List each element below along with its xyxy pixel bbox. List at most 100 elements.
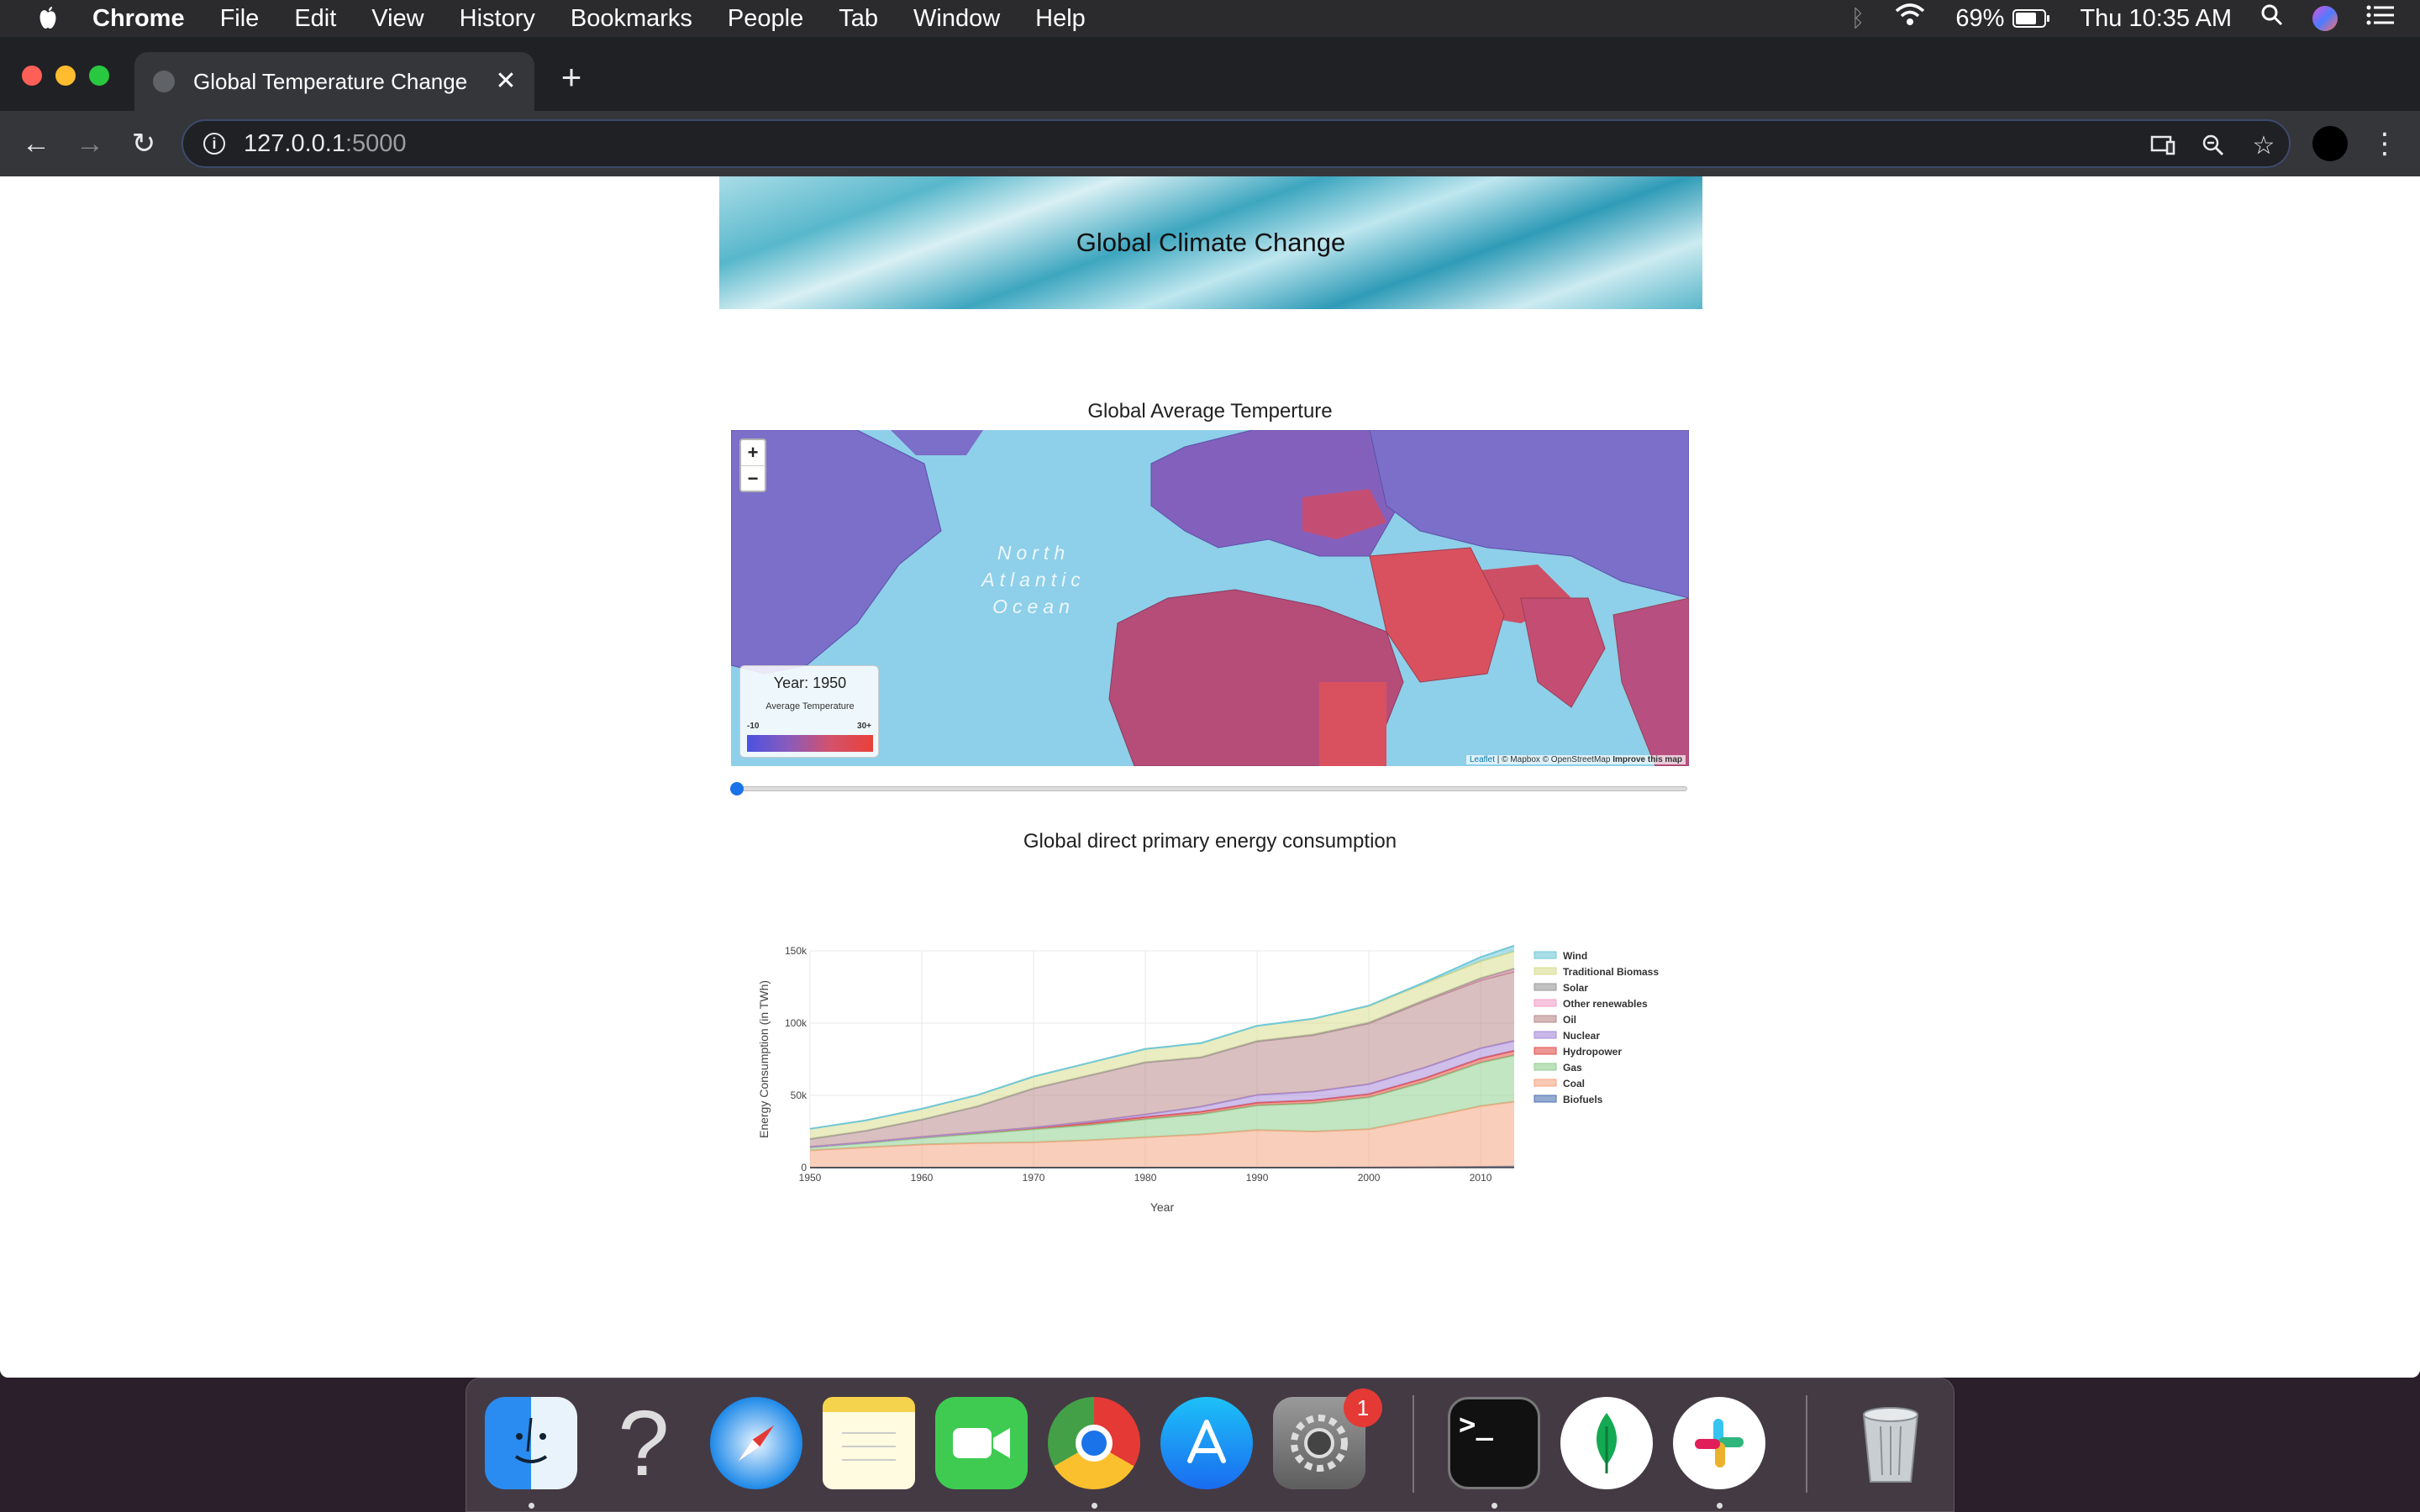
url-host: 127.0.0.1 bbox=[244, 129, 345, 157]
mongodb-compass-icon[interactable] bbox=[1560, 1397, 1653, 1489]
apple-menu-icon[interactable] bbox=[34, 4, 62, 33]
slack-icon[interactable] bbox=[1673, 1397, 1765, 1489]
browser-toolbar: ← → ↻ i 127.0.0.1:5000 ☆ ⋮ bbox=[0, 111, 2420, 176]
terminal-icon[interactable]: >_ bbox=[1448, 1397, 1540, 1489]
back-arrow-icon[interactable]: ← bbox=[22, 127, 50, 160]
bluetooth-icon[interactable]: ᛒ bbox=[1850, 5, 1865, 31]
zoom-in-button[interactable]: + bbox=[747, 442, 759, 463]
area-oil bbox=[810, 971, 1514, 1147]
chrome-running-dot bbox=[1092, 1503, 1097, 1509]
close-window-button[interactable] bbox=[22, 66, 42, 86]
menu-people[interactable]: People bbox=[727, 4, 804, 32]
chrome-menu-icon[interactable]: ⋮ bbox=[2370, 128, 2399, 160]
system-preferences-icon[interactable] bbox=[1273, 1397, 1365, 1489]
legend-swatch bbox=[1534, 1095, 1557, 1103]
legend-swatch bbox=[1534, 967, 1557, 975]
x-tick-label: 1970 bbox=[1023, 1172, 1045, 1184]
menu-file[interactable]: File bbox=[219, 4, 260, 32]
finder-icon[interactable] bbox=[485, 1397, 577, 1489]
menu-edit[interactable]: Edit bbox=[294, 4, 337, 32]
chrome-window: Global Temperature Change ✕ + ← → ↻ i 12… bbox=[0, 37, 2420, 1378]
address-bar[interactable]: i 127.0.0.1:5000 ☆ bbox=[182, 119, 2291, 168]
menu-help[interactable]: Help bbox=[1035, 4, 1086, 32]
legend-label: Oil bbox=[1563, 1014, 1576, 1026]
improve-map-link[interactable]: Improve this map bbox=[1612, 755, 1682, 764]
menu-history[interactable]: History bbox=[459, 4, 535, 32]
map-attribution: Leaflet | © Mapbox © OpenStreetMap Impro… bbox=[1465, 755, 1686, 764]
system-preferences-badge: 1 bbox=[1344, 1389, 1382, 1427]
browser-tab[interactable]: Global Temperature Change ✕ bbox=[134, 52, 534, 111]
legend-label: Hydropower bbox=[1563, 1046, 1622, 1058]
legend-label: Solar bbox=[1563, 982, 1588, 994]
minimize-window-button[interactable] bbox=[55, 66, 76, 86]
new-tab-button[interactable]: + bbox=[560, 57, 582, 97]
temperature-map[interactable]: + − North Atlantic Ocean Year: 1950 Aver… bbox=[731, 430, 1689, 766]
legend-year: Year: 1950 bbox=[773, 675, 847, 691]
legend-label: Gas bbox=[1563, 1062, 1582, 1074]
x-tick-label: 1960 bbox=[911, 1172, 934, 1184]
siri-icon[interactable] bbox=[2312, 6, 2338, 31]
menu-view[interactable]: View bbox=[371, 4, 424, 32]
tab-title: Global Temperature Change bbox=[193, 68, 468, 94]
help-question-icon[interactable]: ? bbox=[618, 1391, 670, 1495]
area-coal bbox=[810, 1101, 1514, 1168]
zoom-out-button[interactable]: − bbox=[741, 465, 765, 491]
chrome-icon[interactable] bbox=[1048, 1397, 1140, 1489]
battery-status[interactable]: 69% bbox=[1955, 5, 2051, 33]
southeast-asia-shape bbox=[1612, 597, 1689, 766]
zoom-icon[interactable] bbox=[2188, 121, 2238, 170]
notification-center-icon[interactable] bbox=[2366, 4, 2395, 33]
legend-label: Other renewables bbox=[1563, 998, 1648, 1010]
y-tick-label: 100k bbox=[785, 1017, 808, 1029]
year-slider[interactable] bbox=[730, 782, 1687, 795]
wifi-icon[interactable] bbox=[1893, 3, 1927, 34]
site-info-icon[interactable]: i bbox=[203, 133, 225, 155]
trash-icon[interactable] bbox=[1844, 1397, 1937, 1489]
x-axis-label: Year bbox=[1150, 1200, 1175, 1211]
legend-swatch bbox=[1534, 1031, 1557, 1039]
x-tick-label: 1950 bbox=[799, 1172, 822, 1184]
terminal-running-dot bbox=[1491, 1503, 1497, 1509]
notes-icon[interactable] bbox=[823, 1397, 915, 1489]
safari-icon[interactable] bbox=[710, 1397, 802, 1489]
leaflet-link[interactable]: Leaflet bbox=[1469, 755, 1495, 764]
facetime-icon[interactable] bbox=[935, 1397, 1028, 1489]
year-slider-handle[interactable] bbox=[730, 782, 744, 795]
legend-label: Coal bbox=[1563, 1078, 1585, 1089]
spotlight-search-icon[interactable] bbox=[2260, 3, 2284, 34]
menubar-clock[interactable]: Thu 10:35 AM bbox=[2080, 4, 2232, 32]
sudan-shape bbox=[1319, 682, 1386, 766]
forward-arrow-icon[interactable]: → bbox=[76, 127, 104, 160]
menu-window[interactable]: Window bbox=[913, 4, 1001, 32]
maximize-window-button[interactable] bbox=[89, 66, 109, 86]
reload-icon[interactable]: ↻ bbox=[131, 128, 156, 160]
battery-icon bbox=[2012, 9, 2050, 28]
cast-icon[interactable] bbox=[2138, 121, 2188, 170]
web-page: Global Climate Change Global Average Tem… bbox=[0, 176, 2420, 1378]
menu-app-name[interactable]: Chrome bbox=[92, 4, 185, 32]
bookmark-star-icon[interactable]: ☆ bbox=[2252, 131, 2275, 160]
energy-section-title: Global direct primary energy consumption bbox=[1023, 830, 1397, 853]
india-shape bbox=[1520, 597, 1606, 708]
macos-dock: ? 1 >_ bbox=[466, 1378, 1954, 1512]
legend-swatch bbox=[1534, 1047, 1557, 1055]
close-tab-icon[interactable]: ✕ bbox=[495, 66, 517, 95]
menu-tab[interactable]: Tab bbox=[839, 4, 878, 32]
area-traditional-biomass bbox=[810, 951, 1514, 1139]
y-tick-label: 50k bbox=[791, 1089, 808, 1101]
y-tick-label: 0 bbox=[801, 1162, 807, 1173]
map-legend: Year: 1950 Average Temperature -10 30+ bbox=[739, 665, 879, 758]
profile-avatar[interactable] bbox=[2312, 126, 2348, 161]
menu-bookmarks[interactable]: Bookmarks bbox=[570, 4, 692, 32]
x-tick-label: 2000 bbox=[1358, 1172, 1381, 1184]
legend-caption: Average Temperature bbox=[765, 701, 855, 711]
y-tick-label: 150k bbox=[785, 945, 808, 957]
app-store-icon[interactable] bbox=[1160, 1397, 1253, 1489]
slack-running-dot bbox=[1717, 1503, 1723, 1509]
ukraine-shape bbox=[1302, 489, 1386, 539]
url-port: :5000 bbox=[345, 129, 407, 157]
legend-swatch bbox=[1534, 1015, 1557, 1023]
hero-banner: Global Climate Change bbox=[719, 176, 1702, 309]
tab-strip: Global Temperature Change ✕ + bbox=[0, 37, 2420, 111]
map-zoom-control: + − bbox=[739, 438, 766, 492]
